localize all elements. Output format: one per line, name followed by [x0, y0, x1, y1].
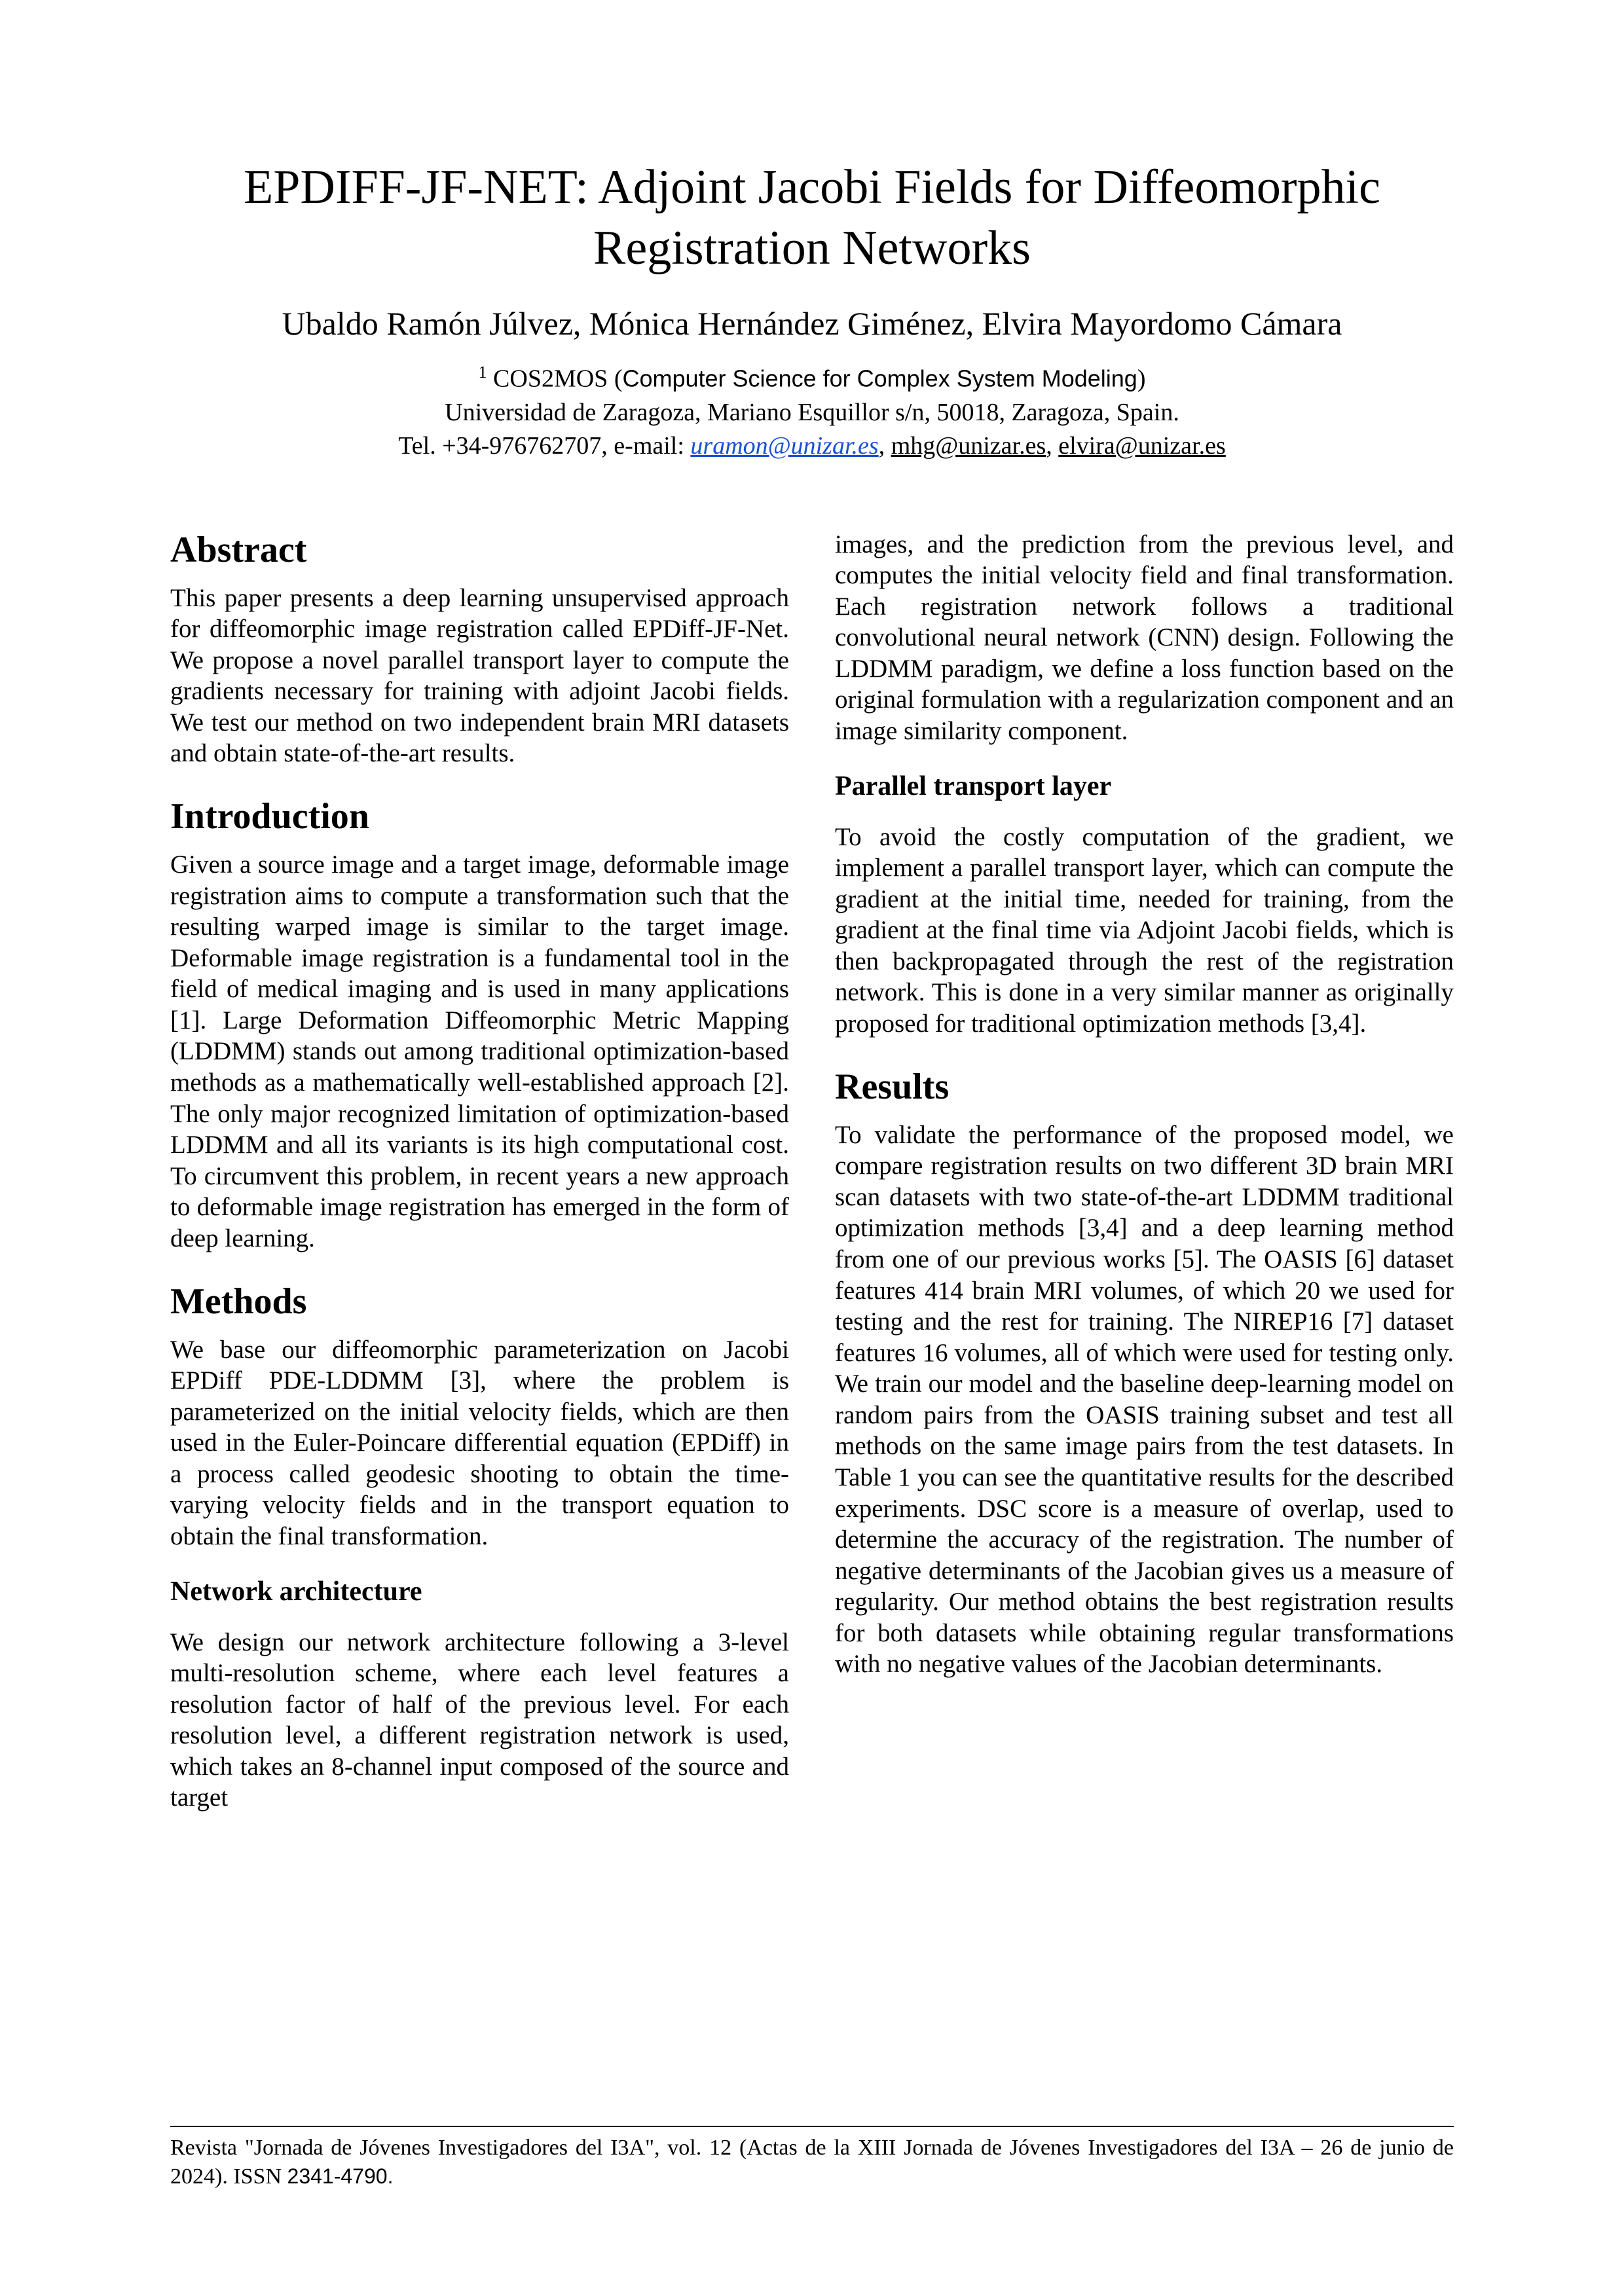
paragraph-methods: We base our diffeomorphic parameterizati… — [170, 1334, 789, 1552]
affiliation-line-3: Tel. +34-976762707, e-mail: uramon@uniza… — [170, 429, 1454, 463]
affiliation-line-2: Universidad de Zaragoza, Mariano Esquill… — [170, 396, 1454, 429]
email-sep-2: , — [1046, 432, 1058, 460]
affiliation-block: 1 COS2MOS (Computer Science for Complex … — [170, 361, 1454, 464]
paragraph-parallel-transport: To avoid the costly computation of the g… — [835, 822, 1454, 1040]
heading-results: Results — [835, 1066, 1454, 1108]
affiliation-lab-prefix: COS2MOS ( — [487, 365, 623, 393]
contact-prefix: Tel. +34-976762707, e-mail: — [398, 432, 690, 460]
heading-methods: Methods — [170, 1281, 789, 1322]
affiliation-superscript: 1 — [479, 363, 487, 382]
footer-issn: 2341-4790. — [287, 2164, 394, 2188]
paragraph-introduction: Given a source image and a target image,… — [170, 849, 789, 1254]
affiliation-org: Computer Science for Complex System Mode… — [622, 365, 1137, 392]
authors-line: Ubaldo Ramón Júlvez, Mónica Hernández Gi… — [170, 304, 1454, 342]
email-link-2[interactable]: mhg@unizar.es — [891, 432, 1046, 460]
email-link-1[interactable]: uramon@unizar.es — [690, 432, 878, 460]
email-sep-1: , — [879, 432, 891, 460]
affiliation-lab-close: ) — [1137, 365, 1146, 393]
heading-abstract: Abstract — [170, 529, 789, 571]
subheading-network-architecture: Network architecture — [170, 1576, 789, 1607]
page-footer: Revista "Jornada de Jóvenes Investigador… — [170, 2126, 1454, 2191]
paragraph-col2-continuation: images, and the prediction from the prev… — [835, 529, 1454, 747]
column-left: Abstract This paper presents a deep lear… — [170, 529, 789, 1814]
affiliation-line-1: 1 COS2MOS (Computer Science for Complex … — [170, 361, 1454, 396]
column-right: images, and the prediction from the prev… — [835, 529, 1454, 1814]
subheading-parallel-transport: Parallel transport layer — [835, 771, 1454, 802]
email-link-3[interactable]: elvira@unizar.es — [1058, 432, 1226, 460]
paragraph-results: To validate the performance of the propo… — [835, 1120, 1454, 1680]
paragraph-network-architecture: We design our network architecture follo… — [170, 1627, 789, 1813]
page: EPDIFF-JF-NET: Adjoint Jacobi Fields for… — [0, 0, 1624, 2296]
two-column-body: Abstract This paper presents a deep lear… — [170, 529, 1454, 1814]
paper-title: EPDIFF-JF-NET: Adjoint Jacobi Fields for… — [170, 157, 1454, 278]
paragraph-abstract: This paper presents a deep learning unsu… — [170, 583, 789, 769]
heading-introduction: Introduction — [170, 795, 789, 837]
